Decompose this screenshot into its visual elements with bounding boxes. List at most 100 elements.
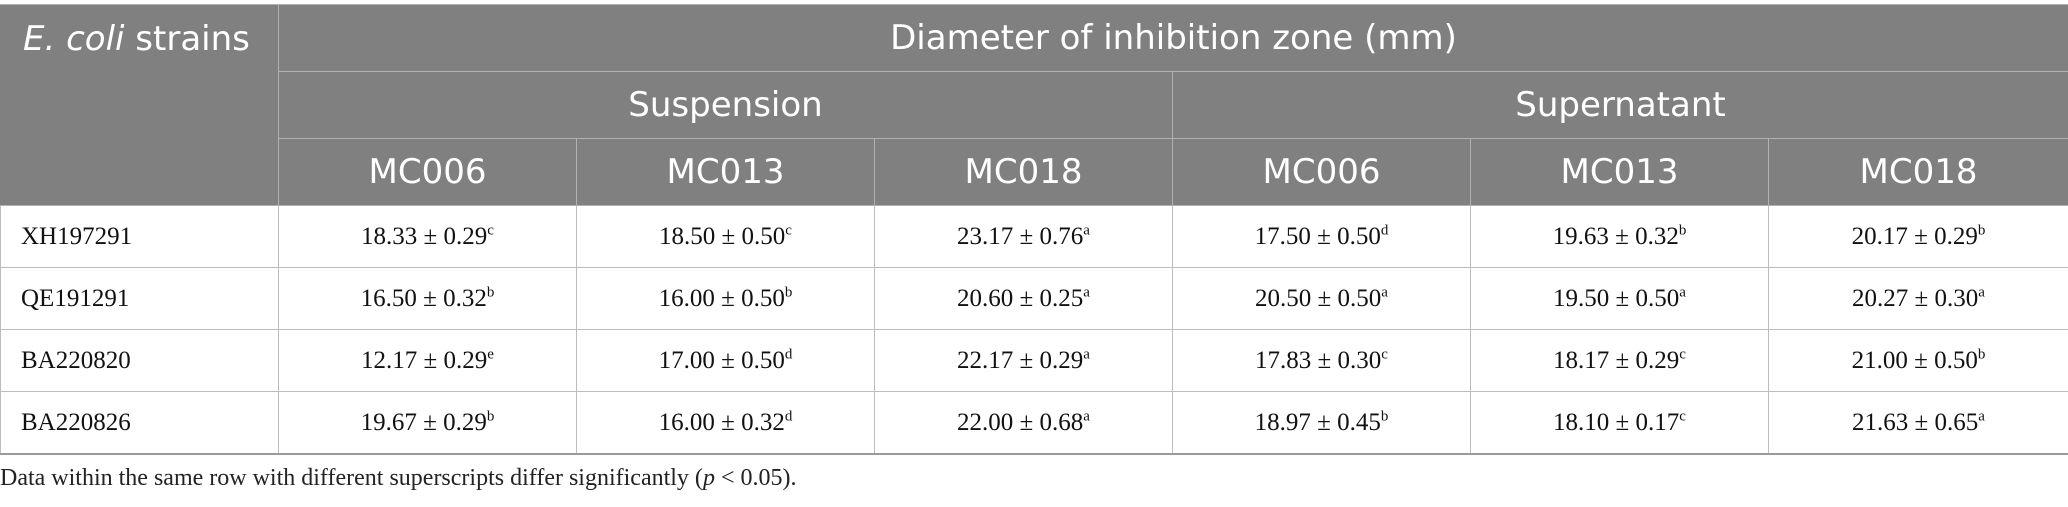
value-text: 20.17 ± 0.29 xyxy=(1851,222,1978,250)
superscript-letter: d xyxy=(784,346,793,363)
value-text: 23.17 ± 0.76 xyxy=(957,222,1084,250)
value-cell: 19.67 ± 0.29b xyxy=(278,391,577,455)
superscript-letter: c xyxy=(1679,408,1686,425)
subgroup-header-supernatant: Supernatant xyxy=(1171,71,2068,139)
header-row-columns: MC006 MC013 MC018 MC006 MC013 MC018 xyxy=(1,138,2068,206)
table-body: XH197291 18.33 ± 0.29c 18.50 ± 0.50c 23.… xyxy=(0,205,2068,455)
value-cell: 16.00 ± 0.32d xyxy=(576,391,875,455)
value-cell: 22.00 ± 0.68a xyxy=(874,391,1173,455)
value-cell: 18.33 ± 0.29c xyxy=(278,205,577,268)
column-header: MC018 xyxy=(1767,138,2068,206)
value-cell: 12.17 ± 0.29e xyxy=(278,329,577,392)
value-text: 20.27 ± 0.30 xyxy=(1852,284,1979,312)
superscript-letter: a xyxy=(1083,222,1090,239)
value-text: 16.50 ± 0.32 xyxy=(360,284,487,312)
table-header: E. coli strains Diameter of inhibition z… xyxy=(0,4,2068,206)
value-text: 22.17 ± 0.29 xyxy=(957,346,1084,374)
column-header: MC018 xyxy=(874,138,1173,206)
table-row: XH197291 18.33 ± 0.29c 18.50 ± 0.50c 23.… xyxy=(0,205,2068,268)
superscript-letter: a xyxy=(1083,408,1090,425)
value-text: 20.60 ± 0.25 xyxy=(957,284,1084,312)
value-text: 18.33 ± 0.29 xyxy=(361,222,488,250)
superscript-letter: d xyxy=(784,408,793,425)
value-cell: 18.50 ± 0.50c xyxy=(576,205,875,268)
superscript-letter: b xyxy=(1977,346,1986,363)
superscript-letter: e xyxy=(487,346,494,363)
superscript-letter: a xyxy=(1978,284,1985,301)
superscript-letter: b xyxy=(784,284,793,301)
superscript-letter: b xyxy=(1977,222,1986,239)
header-row-group: E. coli strains Diameter of inhibition z… xyxy=(0,4,2068,206)
value-text: 19.63 ± 0.32 xyxy=(1552,222,1679,250)
table-footnote: Data within the same row with different … xyxy=(0,465,796,492)
value-cell: 20.50 ± 0.50a xyxy=(1172,267,1471,330)
superscript-letter: c xyxy=(1679,346,1686,363)
strain-column-header: E. coli strains xyxy=(0,4,279,206)
value-text: 16.00 ± 0.50 xyxy=(658,284,785,312)
strain-cell: BA220826 xyxy=(0,391,279,455)
value-cell: 18.17 ± 0.29c xyxy=(1470,329,1769,392)
value-cell: 19.50 ± 0.50a xyxy=(1470,267,1769,330)
superscript-letter: c xyxy=(487,222,494,239)
column-header: MC006 xyxy=(278,138,577,206)
superscript-letter: a xyxy=(1978,408,1985,425)
value-text: 18.10 ± 0.17 xyxy=(1553,408,1680,436)
superscript-letter: a xyxy=(1083,346,1090,363)
footnote-threshold: < 0.05). xyxy=(714,465,797,491)
value-cell: 16.00 ± 0.50b xyxy=(576,267,875,330)
superscript-letter: d xyxy=(1380,222,1389,239)
value-text: 17.83 ± 0.30 xyxy=(1255,346,1382,374)
value-text: 20.50 ± 0.50 xyxy=(1255,284,1382,312)
value-cell: 20.27 ± 0.30a xyxy=(1767,267,2068,330)
value-cell: 16.50 ± 0.32b xyxy=(278,267,577,330)
value-cell: 20.60 ± 0.25a xyxy=(874,267,1173,330)
group-title-header: Diameter of inhibition zone (mm) xyxy=(277,4,2068,72)
superscript-letter: a xyxy=(1381,284,1388,301)
inhibition-zone-table-container: E. coli strains Diameter of inhibition z… xyxy=(0,4,2068,455)
value-text: 17.00 ± 0.50 xyxy=(658,346,785,374)
table-row: QE191291 16.50 ± 0.32b 16.00 ± 0.50b 20.… xyxy=(0,267,2068,330)
strain-cell: QE191291 xyxy=(0,267,279,330)
column-header: MC013 xyxy=(576,138,875,206)
value-text: 18.50 ± 0.50 xyxy=(659,222,786,250)
value-text: 21.00 ± 0.50 xyxy=(1851,346,1978,374)
value-text: 12.17 ± 0.29 xyxy=(361,346,488,374)
value-text: 18.17 ± 0.29 xyxy=(1553,346,1680,374)
value-text: 16.00 ± 0.32 xyxy=(658,408,785,436)
table-row: BA220826 19.67 ± 0.29b 16.00 ± 0.32d 22.… xyxy=(0,391,2068,455)
strain-cell: BA220820 xyxy=(0,329,279,392)
strains-label: strains xyxy=(124,19,250,59)
table-row: BA220820 12.17 ± 0.29e 17.00 ± 0.50d 22.… xyxy=(0,329,2068,392)
footnote-text: Data within the same row with different … xyxy=(0,465,703,491)
superscript-letter: a xyxy=(1679,284,1686,301)
value-text: 21.63 ± 0.65 xyxy=(1852,408,1979,436)
value-text: 19.67 ± 0.29 xyxy=(360,408,487,436)
superscript-letter: b xyxy=(486,408,495,425)
column-header: MC006 xyxy=(1172,138,1471,206)
species-name: E. coli xyxy=(23,19,125,59)
value-cell: 21.00 ± 0.50b xyxy=(1767,329,2068,392)
superscript-letter: b xyxy=(1678,222,1687,239)
value-cell: 21.63 ± 0.65a xyxy=(1767,391,2068,455)
inhibition-zone-table: E. coli strains Diameter of inhibition z… xyxy=(0,4,2068,455)
footnote-p-symbol: p xyxy=(702,465,715,491)
value-text: 19.50 ± 0.50 xyxy=(1553,284,1680,312)
superscript-letter: a xyxy=(1083,284,1090,301)
header-row-subgroups: Suspension Supernatant xyxy=(1,71,2068,139)
value-cell: 19.63 ± 0.32b xyxy=(1470,205,1769,268)
superscript-letter: b xyxy=(1380,408,1389,425)
value-cell: 23.17 ± 0.76a xyxy=(874,205,1173,268)
subgroup-header-suspension: Suspension xyxy=(278,71,1173,139)
value-text: 18.97 ± 0.45 xyxy=(1254,408,1381,436)
value-cell: 20.17 ± 0.29b xyxy=(1767,205,2068,268)
strain-cell: XH197291 xyxy=(0,205,279,268)
value-cell: 18.10 ± 0.17c xyxy=(1470,391,1769,455)
superscript-letter: c xyxy=(785,222,792,239)
superscript-letter: b xyxy=(486,284,495,301)
value-cell: 18.97 ± 0.45b xyxy=(1172,391,1471,455)
value-text: 22.00 ± 0.68 xyxy=(957,408,1084,436)
value-cell: 22.17 ± 0.29a xyxy=(874,329,1173,392)
value-cell: 17.00 ± 0.50d xyxy=(576,329,875,392)
value-cell: 17.50 ± 0.50d xyxy=(1172,205,1471,268)
value-text: 17.50 ± 0.50 xyxy=(1254,222,1381,250)
